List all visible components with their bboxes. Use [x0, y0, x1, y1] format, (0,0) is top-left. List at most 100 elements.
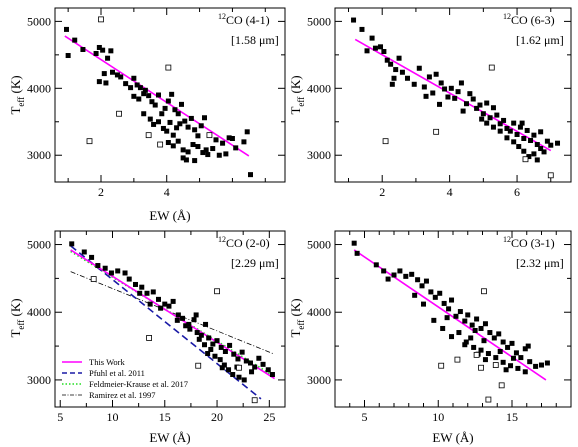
- data-point-filled: [354, 250, 360, 256]
- data-point-filled: [147, 301, 153, 307]
- data-point-filled: [183, 323, 189, 329]
- y-axis-label: Teff (K): [288, 75, 306, 114]
- data-point-filled: [93, 51, 99, 57]
- data-point-filled: [235, 356, 241, 362]
- data-point-filled: [195, 144, 201, 150]
- data-point-open: [522, 156, 529, 163]
- data-point-filled: [453, 313, 459, 319]
- data-point-filled: [487, 115, 493, 121]
- data-point-filled: [470, 96, 476, 102]
- data-point-filled: [419, 283, 425, 289]
- data-point-filled: [396, 55, 402, 61]
- data-point-filled: [391, 272, 397, 278]
- data-point-filled: [219, 365, 225, 371]
- y-tick-label: 3000: [27, 373, 51, 387]
- data-point-filled: [151, 121, 157, 127]
- data-point-filled: [252, 364, 258, 370]
- data-point-filled: [226, 135, 232, 141]
- legend-label-this-work: This Work: [89, 357, 126, 367]
- x-tick-label: 15: [159, 410, 171, 424]
- data-point-filled: [179, 101, 184, 107]
- data-point-filled: [193, 312, 199, 318]
- data-point-filled: [158, 305, 164, 311]
- data-point-filled: [509, 340, 515, 346]
- data-point-filled: [504, 135, 510, 141]
- data-point-filled: [210, 146, 216, 152]
- data-point-filled: [105, 55, 111, 61]
- data-point-filled: [518, 355, 524, 361]
- data-point-filled: [185, 149, 191, 155]
- data-point-filled: [170, 298, 176, 304]
- data-point-filled: [521, 148, 527, 154]
- data-point-filled: [389, 81, 395, 87]
- data-point-filled: [457, 309, 463, 315]
- data-point-open: [195, 362, 202, 369]
- data-point-filled: [212, 353, 218, 359]
- x-axis-label: EW (Å): [149, 430, 190, 445]
- y-tick-label: 4000: [307, 305, 331, 319]
- panel-annotation-species: 12CO (4-1): [218, 12, 270, 27]
- y-tick-label: 5000: [27, 238, 51, 252]
- data-point-filled: [431, 317, 437, 323]
- data-point-filled: [513, 350, 519, 356]
- panel-annotation-species: 12CO (6-3): [503, 12, 555, 27]
- panel-co-6-3: 2 4 6 3000 4000 5000 12CO (6-3) [1.62 μm] Tef…: [288, 7, 572, 199]
- data-point-filled: [391, 75, 397, 81]
- data-point-filled: [442, 86, 448, 92]
- data-point-filled: [187, 326, 193, 332]
- data-point-filled: [423, 93, 429, 99]
- x-tick-label: 5: [362, 410, 368, 424]
- data-point-filled: [186, 321, 192, 327]
- data-point-filled: [80, 46, 86, 52]
- legend-label-pfuhl: Pfuhl et al. 2011: [89, 368, 145, 378]
- plot-frame: [54, 230, 286, 408]
- data-point-filled: [539, 362, 544, 368]
- data-point-filled: [244, 129, 250, 135]
- data-point-filled: [411, 81, 417, 87]
- data-point-filled: [101, 71, 107, 77]
- data-point-filled: [404, 75, 410, 81]
- data-point-filled: [503, 367, 509, 373]
- data-point-open: [382, 138, 389, 145]
- data-point-filled: [519, 120, 525, 126]
- data-point-filled: [249, 369, 255, 375]
- data-point-filled: [496, 331, 502, 337]
- data-point-filled: [426, 74, 432, 80]
- y-axis-label: Teff (K): [8, 298, 26, 337]
- panel-annotation-wavelength: [2.32 μm]: [516, 256, 564, 270]
- data-point-filled: [190, 142, 196, 148]
- panel-annotation-species: 12CO (2-0): [218, 235, 270, 250]
- data-point-filled: [423, 278, 429, 284]
- data-point-filled: [456, 330, 462, 336]
- data-point-filled: [170, 143, 176, 149]
- data-point-filled: [458, 80, 464, 86]
- data-point-filled: [393, 67, 399, 73]
- panel-co-4-1: 2 4 3000 4000 5000 12CO (4-1) [1.58 μm] EW (…: [8, 7, 286, 223]
- data-point-filled: [214, 338, 220, 344]
- data-point-filled: [198, 123, 204, 129]
- data-point-filled: [412, 292, 418, 298]
- data-point-filled: [182, 118, 188, 124]
- data-point-filled: [477, 102, 483, 108]
- y-tick-label: 3000: [307, 373, 331, 387]
- data-point-filled: [364, 48, 370, 54]
- data-point-filled: [501, 117, 507, 123]
- panel-annotation-wavelength: [1.62 μm]: [516, 33, 564, 47]
- data-point-filled: [150, 289, 156, 295]
- data-point-filled: [494, 112, 500, 118]
- data-point-open: [481, 288, 487, 295]
- legend: This Work Pfuhl et al. 2011 Feldmeier-Kr…: [62, 357, 188, 400]
- x-axis-label: EW (Å): [149, 208, 190, 223]
- data-point-filled: [198, 332, 204, 338]
- data-point-filled: [449, 334, 455, 340]
- data-point-filled: [372, 45, 378, 51]
- data-point-filled: [118, 74, 124, 80]
- data-point-filled: [521, 136, 527, 141]
- data-point-filled: [231, 351, 237, 357]
- data-point-filled: [192, 127, 198, 133]
- x-tick-label: 2: [98, 185, 104, 199]
- y-tick-label: 5000: [307, 238, 331, 252]
- data-point-filled: [172, 107, 178, 113]
- data-point-open: [214, 288, 220, 295]
- y-tick-label: 5000: [307, 14, 331, 28]
